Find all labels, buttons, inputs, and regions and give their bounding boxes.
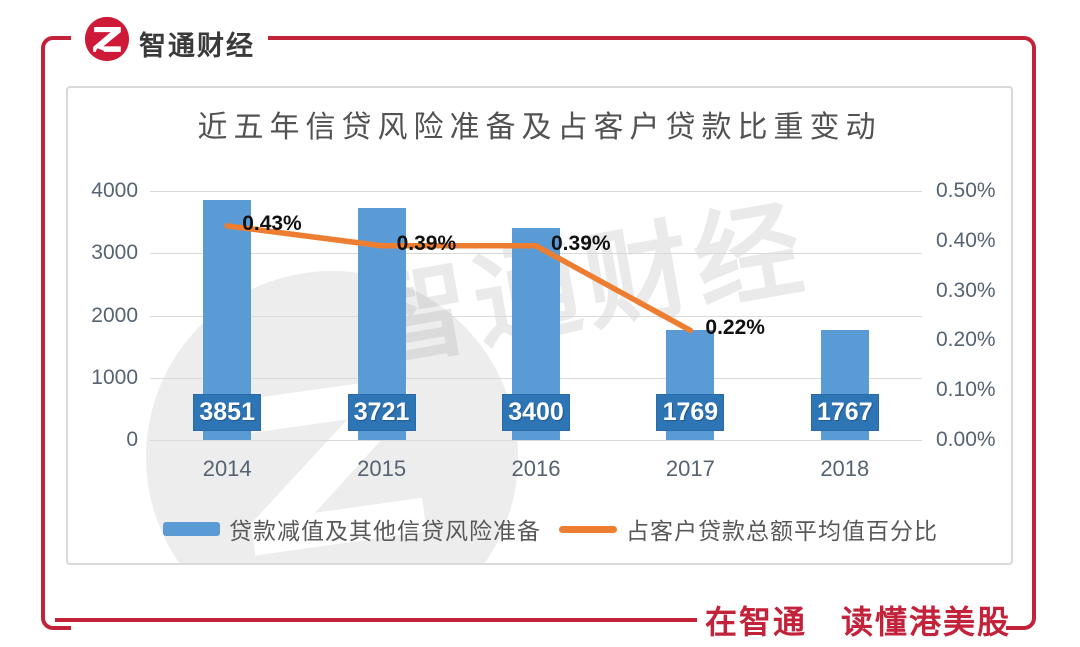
y-axis-tick-left: 3000 xyxy=(91,241,138,265)
brand-tagline: 在智通 读懂港美股 xyxy=(705,604,1012,640)
y-axis-tick-right: 0.00% xyxy=(936,428,996,451)
line-point-label: 0.43% xyxy=(242,211,302,235)
gridline xyxy=(150,440,922,441)
y-axis-tick-left: 0 xyxy=(126,428,138,451)
y-axis-tick-right: 0.40% xyxy=(936,228,996,252)
legend-bar-label: 贷款减值及其他信贷风险准备 xyxy=(229,518,541,544)
bar-value-label: 3400 xyxy=(502,394,570,431)
y-axis-tick-right: 0.20% xyxy=(936,328,996,352)
y-axis-tick-left: 4000 xyxy=(91,179,138,202)
y-axis-tick-right: 0.30% xyxy=(936,278,996,302)
legend-line-swatch-icon xyxy=(559,525,617,533)
line-series xyxy=(224,223,694,334)
gridline xyxy=(150,191,922,192)
y-axis-tick-right: 0.10% xyxy=(936,378,996,402)
line-point-label: 0.39% xyxy=(551,231,611,255)
bar-value-label: 3851 xyxy=(193,394,262,431)
bar-value-label: 1767 xyxy=(810,394,879,431)
frame-top-line xyxy=(268,36,1010,40)
x-axis-tick: 2014 xyxy=(202,456,252,481)
y-axis-tick-right: 0.50% xyxy=(936,179,996,202)
chart-panel: 智通财经 近五年信贷风险准备及占客户贷款比重变动 4000 3000 2000 100… xyxy=(66,86,1013,565)
frame-bottom-line xyxy=(55,618,697,622)
bar-value-label: 3721 xyxy=(347,394,416,431)
brand-name: 智通财经 xyxy=(139,31,255,61)
y-axis-tick-left: 1000 xyxy=(91,365,138,389)
zhitong-logo-icon xyxy=(84,16,130,62)
line-point-label: 0.39% xyxy=(396,231,457,255)
x-axis-tick: 2017 xyxy=(665,456,715,481)
chart-legend: 贷款减值及其他信贷风险准备 占客户贷款总额平均值百分比 xyxy=(163,514,938,544)
x-axis-tick: 2018 xyxy=(820,456,870,481)
line-point-label: 0.22% xyxy=(705,316,765,340)
legend-bar-swatch-icon xyxy=(163,522,220,536)
y-axis-tick-left: 2000 xyxy=(91,303,138,327)
x-axis-tick: 2016 xyxy=(511,456,561,481)
x-axis-tick: 2015 xyxy=(357,456,407,481)
legend-line-label: 占客户贷款总额平均值百分比 xyxy=(626,518,938,544)
chart-title: 近五年信贷风险准备及占客户贷款比重变动 xyxy=(197,111,882,144)
bar-value-label: 1769 xyxy=(656,394,725,431)
